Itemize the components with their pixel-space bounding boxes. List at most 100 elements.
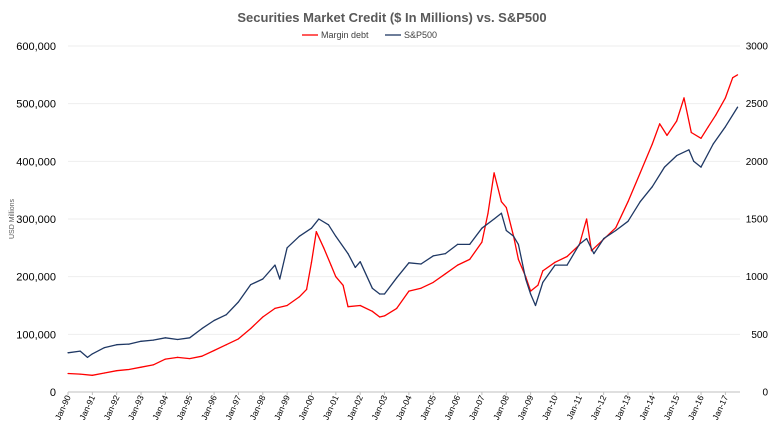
data-point-sp500	[176, 338, 179, 341]
data-point-sp500	[578, 243, 580, 245]
legend-label-margin-debt: Margin debt	[321, 30, 369, 40]
legend-label-sp500: S&P500	[404, 30, 437, 40]
x-tick-label: Jan-09	[515, 393, 535, 421]
data-point-sp500	[250, 284, 252, 286]
data-point-margin-debt	[537, 284, 539, 286]
data-point-margin-debt	[315, 231, 317, 233]
data-point-margin-debt	[554, 261, 556, 263]
x-tick-label: Jan-01	[321, 393, 341, 421]
series-line-sp500	[67, 106, 739, 359]
series-lines	[67, 74, 739, 376]
data-point-sp500	[500, 212, 502, 214]
x-tick-label: Jan-00	[296, 393, 316, 421]
data-point-margin-debt	[690, 131, 692, 134]
data-point-sp500	[225, 314, 227, 316]
data-point-sp500	[396, 277, 398, 279]
data-point-margin-debt	[379, 316, 381, 318]
data-point-margin-debt	[164, 358, 166, 360]
data-point-sp500	[517, 243, 520, 245]
data-point-sp500	[335, 235, 337, 237]
data-point-sp500	[530, 293, 532, 295]
data-point-sp500	[213, 319, 215, 322]
data-point-sp500	[724, 126, 726, 128]
data-point-sp500	[91, 353, 93, 355]
data-point-margin-debt	[189, 357, 191, 360]
data-point-sp500	[586, 238, 588, 240]
data-point-sp500	[262, 278, 264, 280]
x-tick-label: Jan-03	[369, 393, 389, 421]
data-point-sp500	[286, 247, 288, 249]
series-line-margin-debt	[67, 74, 738, 376]
data-point-sp500	[444, 253, 446, 255]
data-point-margin-debt	[659, 123, 661, 125]
data-point-margin-debt	[250, 327, 252, 330]
data-point-margin-debt	[359, 304, 361, 307]
right-tick-label: 3000	[746, 42, 769, 53]
right-tick-label: 2500	[746, 99, 769, 110]
data-point-margin-debt	[310, 261, 313, 263]
data-point-margin-debt	[225, 344, 227, 346]
data-point-margin-debt	[342, 284, 344, 286]
data-point-margin-debt	[323, 247, 325, 249]
x-tick-label: Jan-07	[467, 393, 487, 421]
right-axis-ticks: 0 500 1000 1500 2000 2500 3000	[746, 42, 769, 399]
x-tick-label: Jan-98	[248, 393, 268, 421]
data-point-margin-debt	[469, 258, 471, 260]
x-tick-label: Jan-16	[686, 393, 706, 421]
data-point-sp500	[237, 301, 240, 303]
data-point-sp500	[189, 337, 191, 339]
data-point-sp500	[525, 278, 527, 280]
data-point-margin-debt	[676, 120, 678, 122]
data-point-margin-debt	[683, 97, 685, 99]
data-point-margin-debt	[732, 77, 734, 79]
x-tick-label: Jan-06	[442, 393, 462, 421]
data-point-margin-debt	[586, 218, 588, 220]
x-tick-label: Jan-94	[150, 393, 170, 421]
data-point-margin-debt	[493, 172, 495, 174]
data-point-margin-debt	[116, 370, 118, 372]
data-point-sp500	[103, 346, 106, 349]
data-point-sp500	[627, 220, 629, 222]
data-point-sp500	[712, 143, 714, 145]
data-point-sp500	[152, 339, 154, 341]
data-point-sp500	[566, 264, 568, 266]
data-point-margin-debt	[201, 355, 203, 357]
data-point-margin-debt	[639, 172, 641, 174]
data-point-margin-debt	[500, 201, 502, 203]
data-point-sp500	[327, 224, 330, 226]
data-point-sp500	[651, 186, 653, 188]
data-point-margin-debt	[213, 349, 215, 352]
data-point-margin-debt	[615, 227, 617, 229]
data-point-margin-debt	[298, 296, 300, 298]
x-tick-label: Jan-92	[101, 393, 121, 421]
x-tick-label: Jan-05	[418, 393, 438, 421]
x-tick-label: Jan-02	[345, 393, 365, 421]
data-point-sp500	[140, 340, 142, 342]
data-point-margin-debt	[566, 255, 568, 258]
data-point-sp500	[505, 229, 507, 232]
data-point-sp500	[164, 337, 166, 339]
data-point-margin-debt	[715, 114, 717, 116]
data-point-sp500	[274, 264, 276, 266]
left-tick-label: 600,000	[16, 41, 56, 53]
left-tick-label: 500,000	[16, 99, 56, 111]
axes	[67, 391, 740, 395]
data-point-margin-debt	[67, 372, 69, 375]
data-point-sp500	[432, 255, 434, 257]
x-tick-label: Jan-04	[394, 393, 414, 421]
data-point-margin-debt	[505, 206, 507, 209]
right-tick-label: 0	[762, 388, 768, 399]
left-axis-ticks: 0 100,000 200,000 300,000 400,000 500,000 600,…	[16, 41, 56, 399]
x-tick-label: Jan-93	[126, 393, 146, 421]
data-point-sp500	[534, 304, 537, 307]
data-point-margin-debt	[396, 307, 398, 309]
data-point-sp500	[676, 154, 678, 157]
data-point-margin-debt	[456, 264, 459, 266]
data-point-sp500	[79, 350, 81, 352]
data-point-margin-debt	[286, 304, 288, 307]
chart-title: Securities Market Credit ($ In Millions)…	[237, 10, 546, 25]
data-point-sp500	[688, 149, 690, 151]
data-point-margin-debt	[140, 366, 142, 368]
data-point-sp500	[359, 261, 361, 263]
